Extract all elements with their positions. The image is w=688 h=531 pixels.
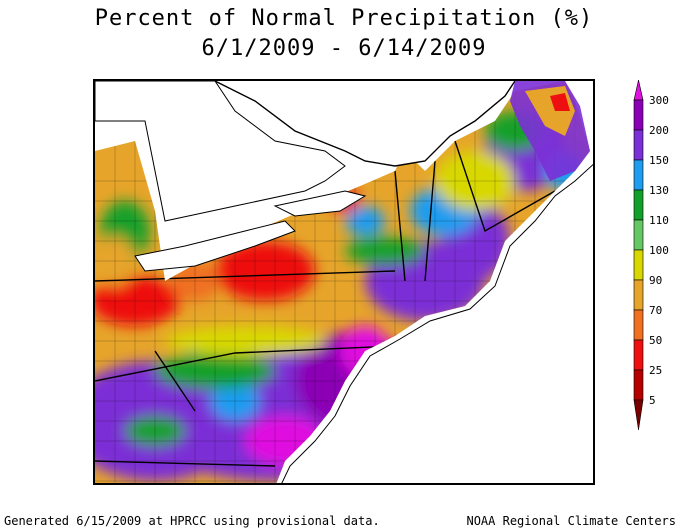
legend-swatch-5 <box>633 399 644 431</box>
legend-swatch-25 <box>633 369 644 401</box>
legend-swatch-50 <box>633 339 644 371</box>
legend-label-50: 50 <box>649 334 662 347</box>
map-canvas <box>95 81 593 483</box>
legend-swatch-200 <box>633 129 644 161</box>
legend-label-5: 5 <box>649 394 656 407</box>
legend-label-25: 25 <box>649 364 662 377</box>
legend-label-70: 70 <box>649 304 662 317</box>
legend-label-110: 110 <box>649 214 669 227</box>
map-title: Percent of Normal Precipitation (%) <box>94 6 594 31</box>
atlantic-ocean <box>281 163 593 483</box>
great-lakes <box>95 81 367 272</box>
legend-colorbar: 300 200 150 130 110 100 90 70 50 25 5 <box>633 79 669 431</box>
canada-area <box>95 81 515 166</box>
legend-swatch-300 <box>633 99 644 131</box>
legend-top-arrow <box>633 79 644 101</box>
source-credit: NOAA Regional Climate Centers <box>466 514 676 528</box>
legend-label-90: 90 <box>649 274 662 287</box>
precipitation-map <box>93 79 595 485</box>
legend-label-130: 130 <box>649 184 669 197</box>
legend-label-150: 150 <box>649 154 669 167</box>
legend-swatch-150 <box>633 159 644 191</box>
legend-swatch-100 <box>633 249 644 281</box>
legend-label-100: 100 <box>649 244 669 257</box>
legend-swatch-110 <box>633 219 644 251</box>
generated-note: Generated 6/15/2009 at HPRCC using provi… <box>4 514 380 528</box>
legend-swatch-70 <box>633 309 644 341</box>
map-date-range: 6/1/2009 - 6/14/2009 <box>201 36 487 61</box>
color-legend: 300 200 150 130 110 100 90 70 50 25 5 <box>620 79 680 460</box>
legend-swatch-90 <box>633 279 644 311</box>
legend-label-300: 300 <box>649 94 669 107</box>
legend-swatch-130 <box>633 189 644 221</box>
legend-label-200: 200 <box>649 124 669 137</box>
